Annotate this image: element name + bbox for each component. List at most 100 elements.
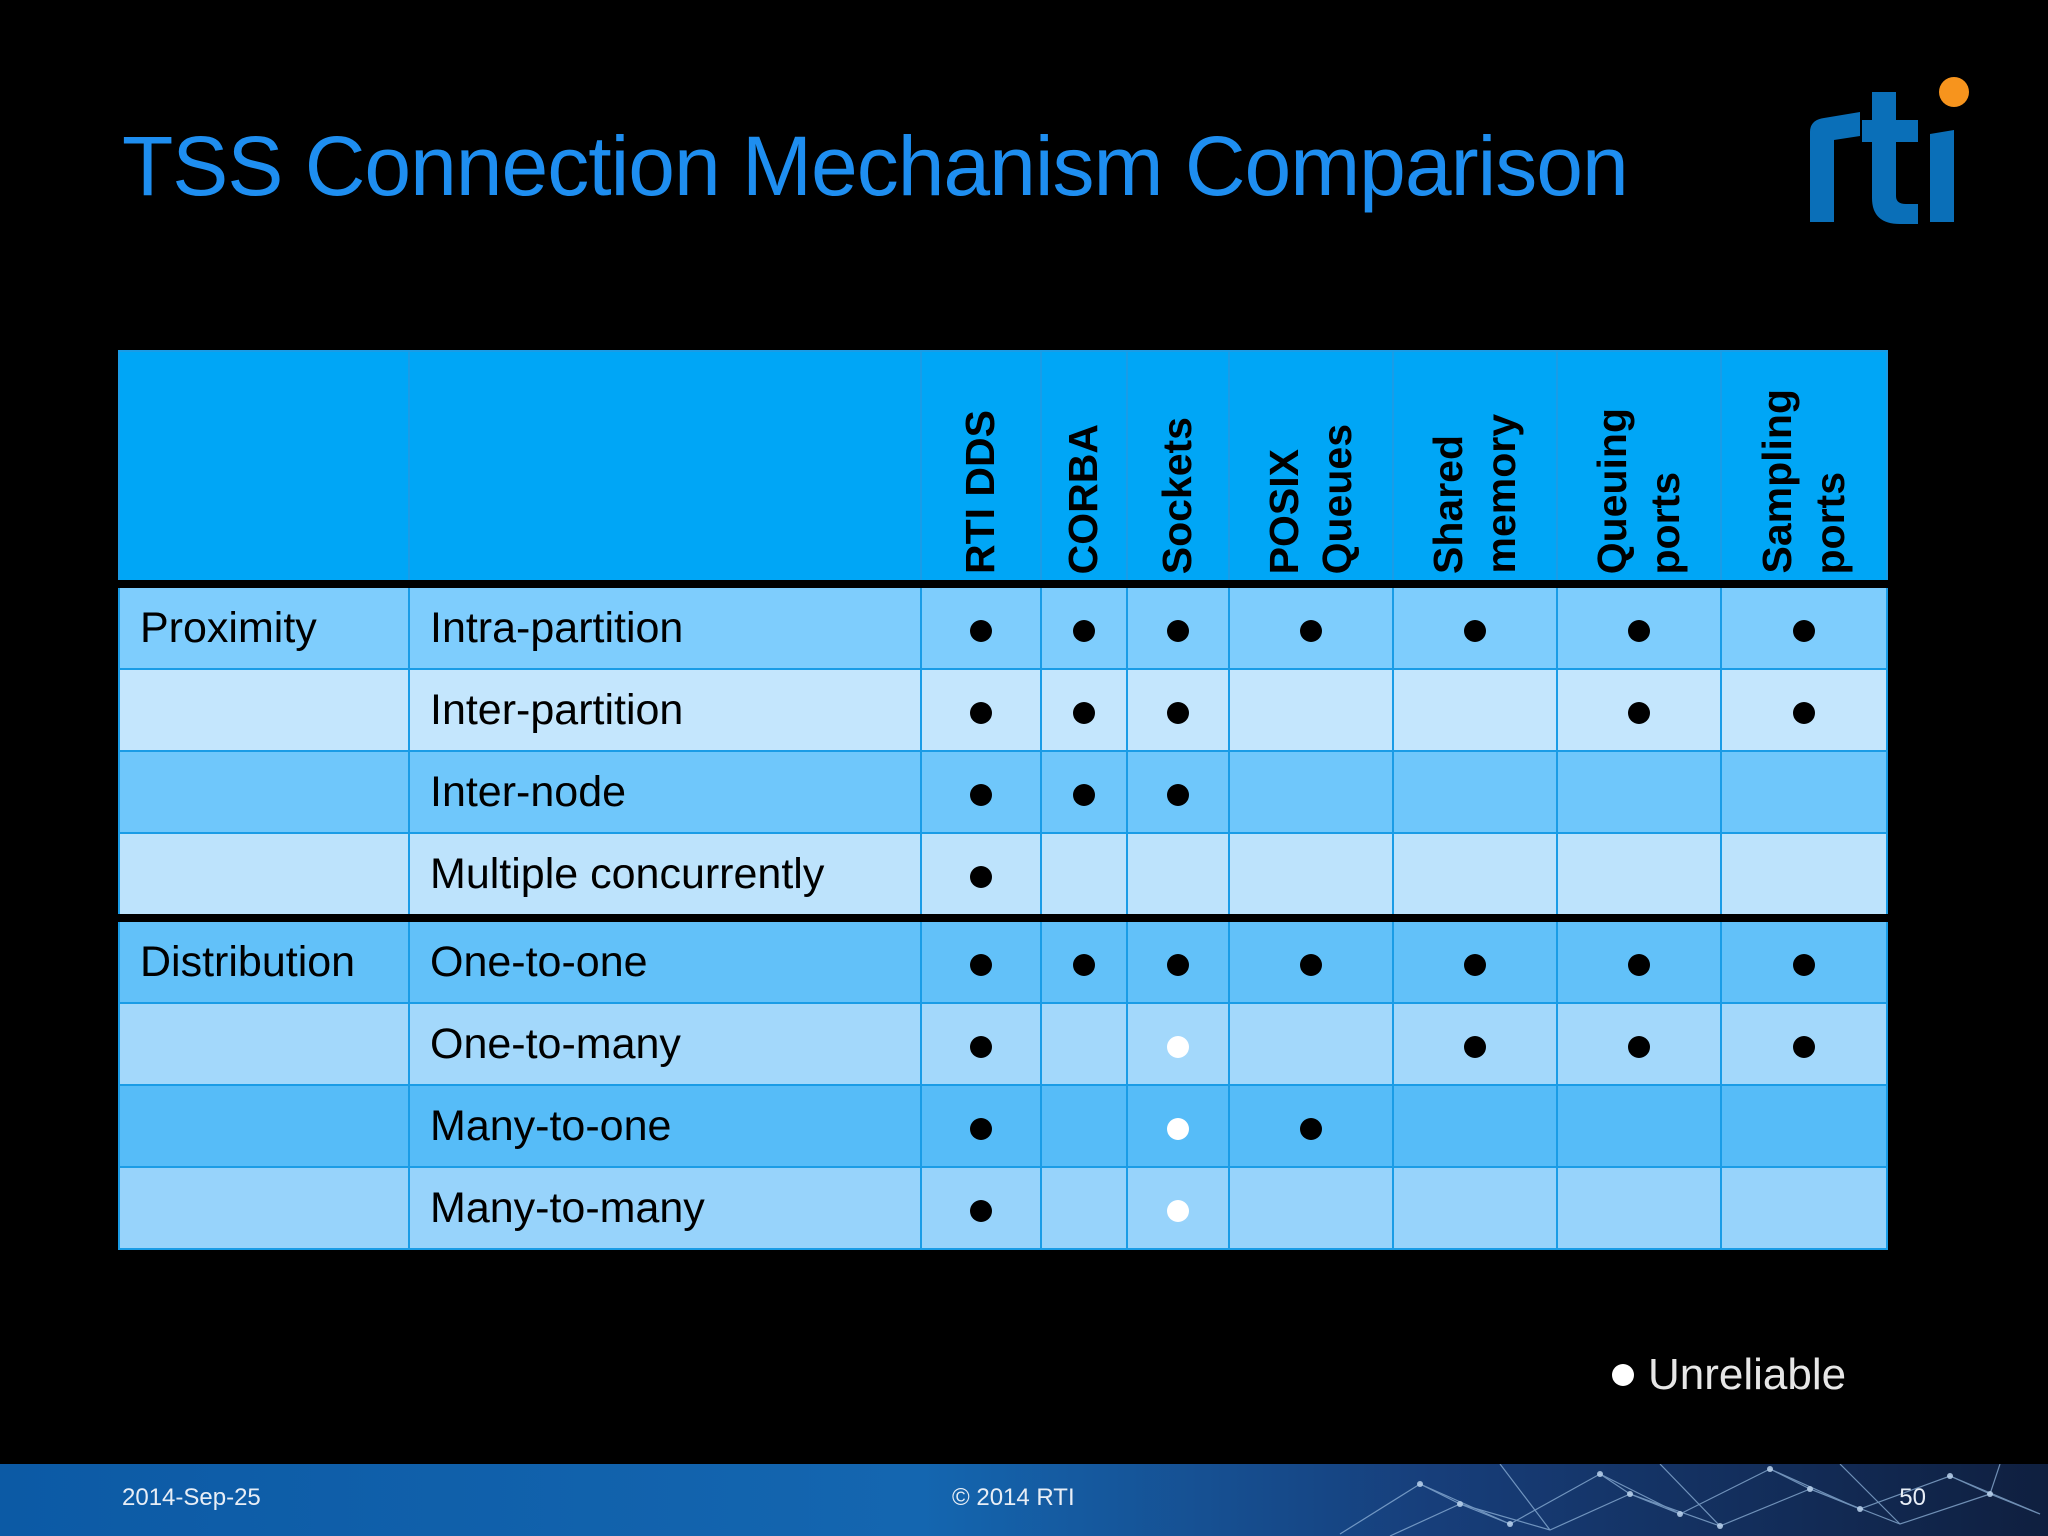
- footer-date: 2014-Sep-25: [122, 1484, 261, 1511]
- supported-dot-icon: [1073, 953, 1095, 976]
- table-header-row: RTI DDS CORBA Sockets POSIX Queues Shared memo…: [118, 350, 1888, 585]
- table-row: Many-to-many: [118, 1166, 1888, 1250]
- mark-cell: [1392, 668, 1558, 752]
- mark-cell: [1228, 668, 1394, 752]
- mark-cell: [1040, 917, 1128, 1004]
- table-row: Multiple concurrently: [118, 832, 1888, 919]
- supported-dot-icon: [1628, 619, 1650, 642]
- supported-dot-icon: [970, 953, 992, 976]
- mark-cell: [1228, 583, 1394, 670]
- supported-dot-icon: [1300, 619, 1322, 642]
- unreliable-dot-icon: [1167, 1117, 1189, 1140]
- mark-cell: [1720, 583, 1888, 670]
- supported-dot-icon: [1300, 953, 1322, 976]
- row-label: Intra-partition: [408, 583, 922, 670]
- mark-cell: [1720, 1166, 1888, 1250]
- column-header-label: ports: [1807, 471, 1853, 575]
- supported-dot-icon: [1464, 619, 1486, 642]
- supported-dot-icon: [970, 1117, 992, 1140]
- mark-cell: [1720, 832, 1888, 919]
- row-group-label: [118, 668, 410, 752]
- table-body: Proximity Intra-partition Inter-partition I…: [118, 583, 1888, 1250]
- supported-dot-icon: [1793, 953, 1815, 976]
- supported-dot-icon: [970, 783, 992, 806]
- row-group-label: Distribution: [118, 917, 410, 1004]
- row-label: Inter-partition: [408, 668, 922, 752]
- supported-dot-icon: [1167, 701, 1189, 724]
- mark-cell: [920, 1166, 1042, 1250]
- column-header-label: Sampling: [1753, 389, 1800, 574]
- row-group-label: [118, 1166, 410, 1250]
- mark-cell: [1392, 832, 1558, 919]
- column-header: CORBA: [1040, 350, 1128, 585]
- mark-cell: [1040, 1084, 1128, 1168]
- mark-cell: [1126, 1166, 1230, 1250]
- supported-dot-icon: [970, 865, 992, 888]
- mark-cell: [1556, 750, 1722, 834]
- column-header-label: memory: [1478, 414, 1524, 574]
- supported-dot-icon: [1300, 1117, 1322, 1140]
- mark-cell: [1556, 1166, 1722, 1250]
- column-header-label: CORBA: [1060, 423, 1107, 574]
- mark-cell: [1126, 1084, 1230, 1168]
- table-row: Many-to-one: [118, 1084, 1888, 1168]
- row-group-label: [118, 1002, 410, 1086]
- column-header-label: ports: [1642, 471, 1688, 575]
- mark-cell: [1126, 832, 1230, 919]
- mark-cell: [920, 668, 1042, 752]
- row-label: Many-to-many: [408, 1166, 922, 1250]
- column-header-label: POSIX: [1260, 448, 1307, 574]
- mark-cell: [1556, 1084, 1722, 1168]
- supported-dot-icon: [1464, 953, 1486, 976]
- table-row: One-to-many: [118, 1002, 1888, 1086]
- row-label: Many-to-one: [408, 1084, 922, 1168]
- supported-dot-icon: [1073, 701, 1095, 724]
- supported-dot-icon: [1628, 953, 1650, 976]
- mark-cell: [1228, 1002, 1394, 1086]
- mark-cell: [1040, 750, 1128, 834]
- mark-cell: [1720, 1084, 1888, 1168]
- mark-cell: [920, 583, 1042, 670]
- slide-title: TSS Connection Mechanism Comparison: [122, 119, 1629, 213]
- mark-cell: [1228, 832, 1394, 919]
- row-group-label: Proximity: [118, 583, 410, 670]
- footer-copyright: © 2014 RTI: [952, 1484, 1075, 1511]
- mark-cell: [1392, 750, 1558, 834]
- header-empty-cell: [408, 350, 922, 585]
- supported-dot-icon: [1073, 783, 1095, 806]
- mark-cell: [1040, 668, 1128, 752]
- footer-bar: 2014-Sep-25 © 2014 RTI 50: [0, 1464, 2048, 1536]
- mark-cell: [1720, 1002, 1888, 1086]
- mark-cell: [1040, 1002, 1128, 1086]
- mark-cell: [1556, 583, 1722, 670]
- mark-cell: [1040, 832, 1128, 919]
- column-header: RTI DDS: [920, 350, 1042, 585]
- mark-cell: [1392, 583, 1558, 670]
- supported-dot-icon: [1464, 1035, 1486, 1058]
- supported-dot-icon: [970, 1199, 992, 1222]
- mark-cell: [1556, 917, 1722, 1004]
- legend-dot-icon: [1612, 1364, 1634, 1386]
- column-header-label: Queuing: [1588, 407, 1635, 574]
- row-group-label: [118, 832, 410, 919]
- column-header: POSIX Queues: [1228, 350, 1394, 585]
- mark-cell: [1392, 1084, 1558, 1168]
- row-label: Multiple concurrently: [408, 832, 922, 919]
- mark-cell: [1720, 917, 1888, 1004]
- row-group-label: [118, 750, 410, 834]
- supported-dot-icon: [1793, 701, 1815, 724]
- unreliable-dot-icon: [1167, 1035, 1189, 1058]
- mark-cell: [920, 1084, 1042, 1168]
- legend-label: Unreliable: [1648, 1350, 1847, 1399]
- mark-cell: [1720, 668, 1888, 752]
- mark-cell: [1228, 1166, 1394, 1250]
- mark-cell: [1126, 1002, 1230, 1086]
- header-empty-cell: [118, 350, 410, 585]
- mark-cell: [1392, 917, 1558, 1004]
- column-header: Sockets: [1126, 350, 1230, 585]
- mark-cell: [1720, 750, 1888, 834]
- table-row: Proximity Intra-partition: [118, 583, 1888, 670]
- column-header-label: RTI DDS: [957, 410, 1004, 574]
- mark-cell: [1228, 750, 1394, 834]
- row-group-label: [118, 1084, 410, 1168]
